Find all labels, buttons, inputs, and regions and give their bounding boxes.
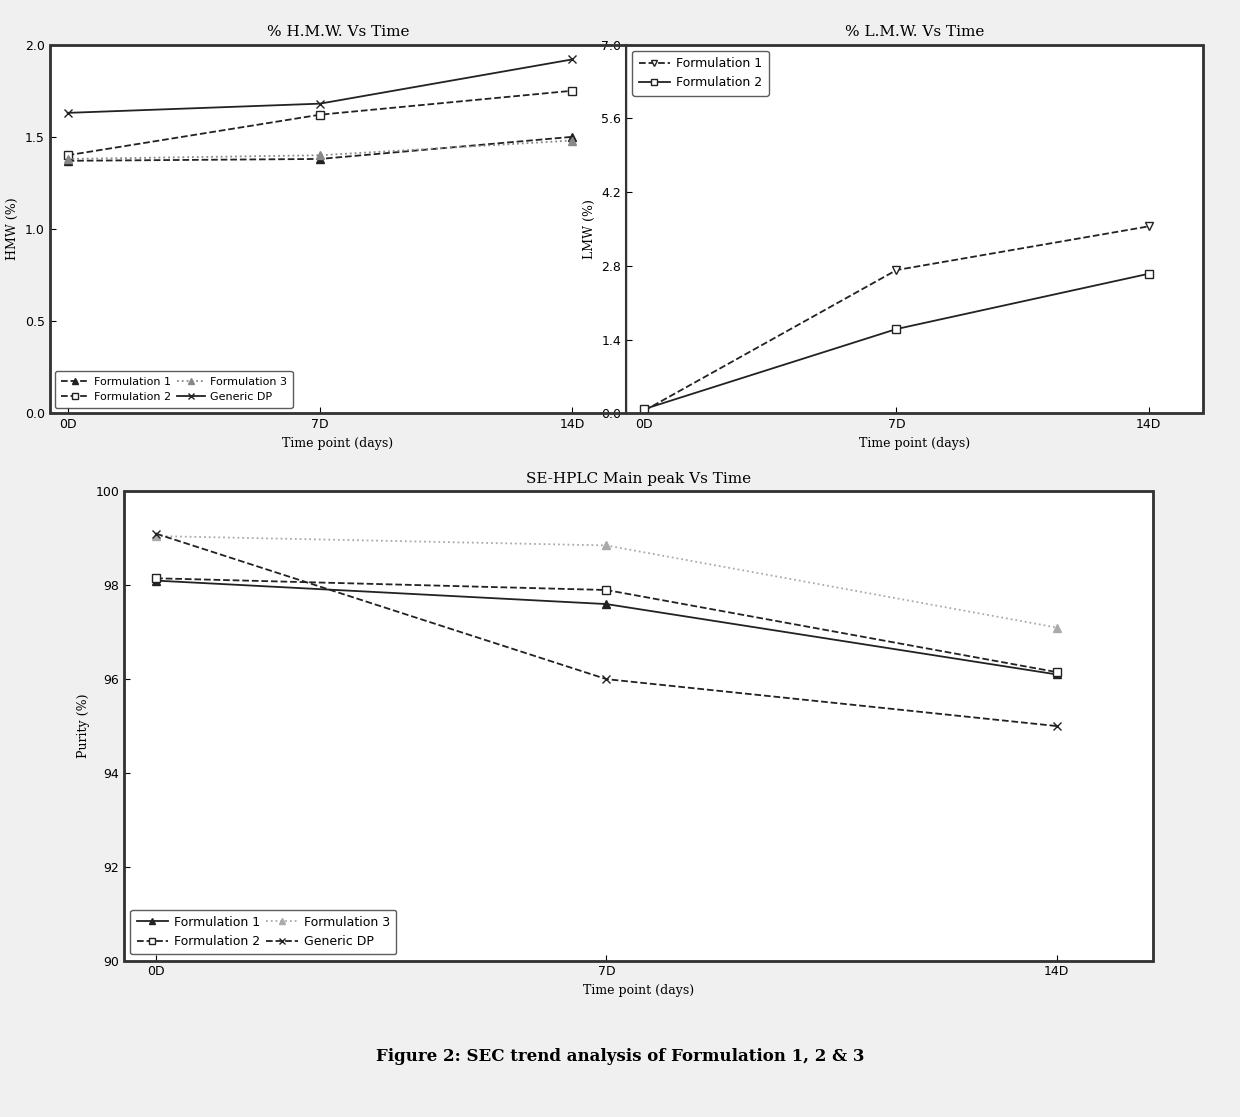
- Legend: Formulation 1, Formulation 2: Formulation 1, Formulation 2: [632, 51, 769, 96]
- Y-axis label: Purity (%): Purity (%): [77, 694, 89, 758]
- X-axis label: Time point (days): Time point (days): [859, 437, 970, 450]
- Title: % L.M.W. Vs Time: % L.M.W. Vs Time: [844, 26, 985, 39]
- X-axis label: Time point (days): Time point (days): [283, 437, 393, 450]
- X-axis label: Time point (days): Time point (days): [583, 984, 694, 997]
- Y-axis label: LMW (%): LMW (%): [583, 199, 595, 259]
- Legend: Formulation 1, Formulation 2, Formulation 3, Generic DP: Formulation 1, Formulation 2, Formulatio…: [55, 371, 293, 408]
- Title: SE-HPLC Main peak Vs Time: SE-HPLC Main peak Vs Time: [526, 472, 751, 486]
- Y-axis label: HMW (%): HMW (%): [6, 198, 19, 260]
- Text: Figure 2: SEC trend analysis of Formulation 1, 2 & 3: Figure 2: SEC trend analysis of Formulat…: [376, 1048, 864, 1066]
- Title: % H.M.W. Vs Time: % H.M.W. Vs Time: [267, 26, 409, 39]
- Legend: Formulation 1, Formulation 2, Formulation 3, Generic DP: Formulation 1, Formulation 2, Formulatio…: [130, 909, 397, 954]
